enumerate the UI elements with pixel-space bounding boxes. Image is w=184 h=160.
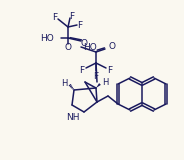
Text: F: F bbox=[52, 12, 58, 21]
Text: HO: HO bbox=[40, 33, 54, 43]
Text: O: O bbox=[81, 39, 88, 48]
Text: F: F bbox=[79, 65, 85, 75]
Text: HO: HO bbox=[83, 43, 97, 52]
Text: O: O bbox=[109, 41, 116, 51]
Text: H: H bbox=[102, 77, 108, 87]
Text: F: F bbox=[69, 12, 75, 20]
Text: F: F bbox=[107, 65, 113, 75]
Text: F: F bbox=[93, 72, 99, 80]
Text: O: O bbox=[65, 43, 72, 52]
Text: NH: NH bbox=[66, 112, 80, 121]
Text: F: F bbox=[77, 20, 83, 29]
Text: H: H bbox=[61, 79, 67, 88]
Polygon shape bbox=[96, 83, 101, 88]
